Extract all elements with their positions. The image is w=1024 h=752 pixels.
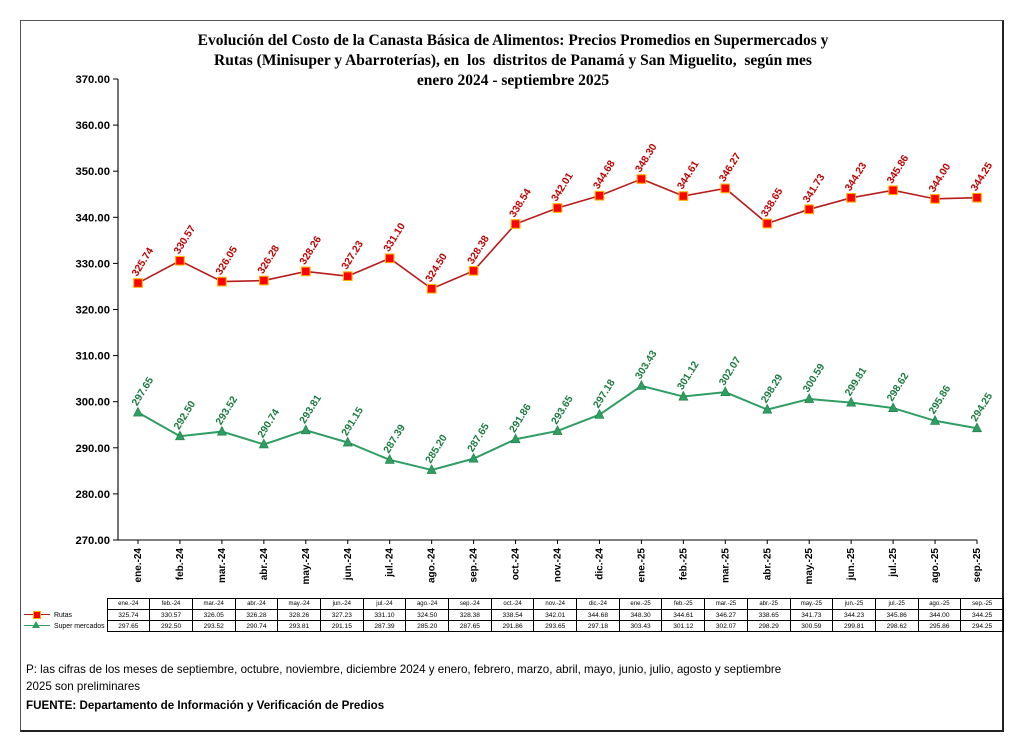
svg-text:344.25: 344.25	[969, 161, 995, 194]
svg-text:280.00: 280.00	[75, 489, 110, 501]
svg-text:344.23: 344.23	[843, 161, 869, 194]
svg-text:327.23: 327.23	[340, 239, 366, 272]
svg-text:feb.-25: feb.-25	[678, 548, 689, 581]
svg-text:331.10: 331.10	[382, 221, 408, 254]
svg-text:346.27: 346.27	[718, 151, 744, 184]
svg-text:295.86: 295.86	[927, 384, 953, 417]
svg-text:298.62: 298.62	[885, 371, 911, 404]
svg-text:344.68: 344.68	[592, 159, 618, 192]
svg-text:320.00: 320.00	[75, 305, 110, 317]
svg-text:293.81: 293.81	[298, 393, 324, 426]
svg-text:nov.-24: nov.-24	[553, 548, 564, 583]
svg-text:344.61: 344.61	[676, 159, 702, 192]
svg-text:293.52: 293.52	[214, 394, 240, 427]
svg-text:324.50: 324.50	[424, 252, 450, 285]
svg-text:326.05: 326.05	[214, 244, 240, 277]
svg-text:350.00: 350.00	[75, 166, 110, 178]
svg-text:326.28: 326.28	[256, 243, 282, 276]
svg-text:370.00: 370.00	[75, 74, 110, 86]
svg-text:287.65: 287.65	[466, 421, 492, 454]
svg-text:348.30: 348.30	[634, 142, 660, 175]
svg-text:291.15: 291.15	[340, 405, 366, 438]
svg-text:300.59: 300.59	[801, 362, 827, 395]
svg-text:298.29: 298.29	[759, 372, 785, 405]
svg-text:303.43: 303.43	[634, 349, 660, 382]
svg-text:300.00: 300.00	[75, 397, 110, 409]
svg-text:328.26: 328.26	[298, 234, 324, 267]
svg-text:302.07: 302.07	[718, 355, 744, 388]
svg-text:dic.-24: dic.-24	[594, 548, 605, 580]
svg-text:338.54: 338.54	[508, 187, 534, 220]
svg-text:sep.-24: sep.-24	[469, 548, 480, 583]
svg-text:338.65: 338.65	[759, 186, 785, 219]
svg-text:feb.-24: feb.-24	[175, 548, 186, 581]
svg-text:may.-25: may.-25	[804, 548, 815, 585]
svg-text:290.00: 290.00	[75, 443, 110, 455]
svg-text:341.73: 341.73	[801, 172, 827, 205]
svg-text:330.00: 330.00	[75, 258, 110, 270]
svg-text:ago.-25: ago.-25	[930, 548, 941, 583]
svg-text:jul.-25: jul.-25	[888, 548, 899, 578]
svg-text:344.00: 344.00	[927, 162, 953, 195]
svg-text:270.00: 270.00	[75, 535, 110, 547]
svg-text:294.25: 294.25	[969, 391, 995, 424]
svg-text:330.57: 330.57	[172, 224, 198, 257]
svg-text:301.12: 301.12	[676, 359, 702, 392]
svg-text:345.86: 345.86	[885, 153, 911, 186]
svg-text:342.01: 342.01	[550, 171, 576, 204]
svg-text:287.39: 287.39	[382, 423, 408, 456]
svg-text:290.74: 290.74	[256, 407, 282, 440]
svg-text:285.20: 285.20	[424, 433, 450, 466]
svg-text:310.00: 310.00	[75, 351, 110, 363]
svg-text:abr.-25: abr.-25	[762, 548, 773, 581]
svg-text:jun.-24: jun.-24	[343, 548, 354, 582]
svg-text:ene.-25: ene.-25	[636, 548, 647, 583]
svg-text:325.74: 325.74	[130, 246, 156, 279]
svg-text:may.-24: may.-24	[301, 548, 312, 585]
svg-text:291.86: 291.86	[508, 402, 534, 435]
svg-text:mar.-25: mar.-25	[720, 548, 731, 583]
svg-text:jul.-24: jul.-24	[385, 548, 396, 578]
svg-text:oct.-24: oct.-24	[511, 548, 522, 581]
svg-text:sep.-25: sep.-25	[972, 548, 983, 583]
svg-text:340.00: 340.00	[75, 212, 110, 224]
svg-text:299.81: 299.81	[843, 365, 869, 398]
svg-text:abr.-24: abr.-24	[259, 548, 270, 581]
svg-text:293.65: 293.65	[550, 394, 576, 427]
svg-text:297.65: 297.65	[130, 375, 156, 408]
svg-text:mar.-24: mar.-24	[217, 548, 228, 583]
svg-text:328.38: 328.38	[466, 234, 492, 267]
svg-text:292.50: 292.50	[172, 399, 198, 432]
svg-text:ene.-24: ene.-24	[133, 548, 144, 583]
svg-text:jun.-25: jun.-25	[846, 548, 857, 582]
svg-text:ago.-24: ago.-24	[427, 548, 438, 583]
svg-text:360.00: 360.00	[75, 120, 110, 132]
